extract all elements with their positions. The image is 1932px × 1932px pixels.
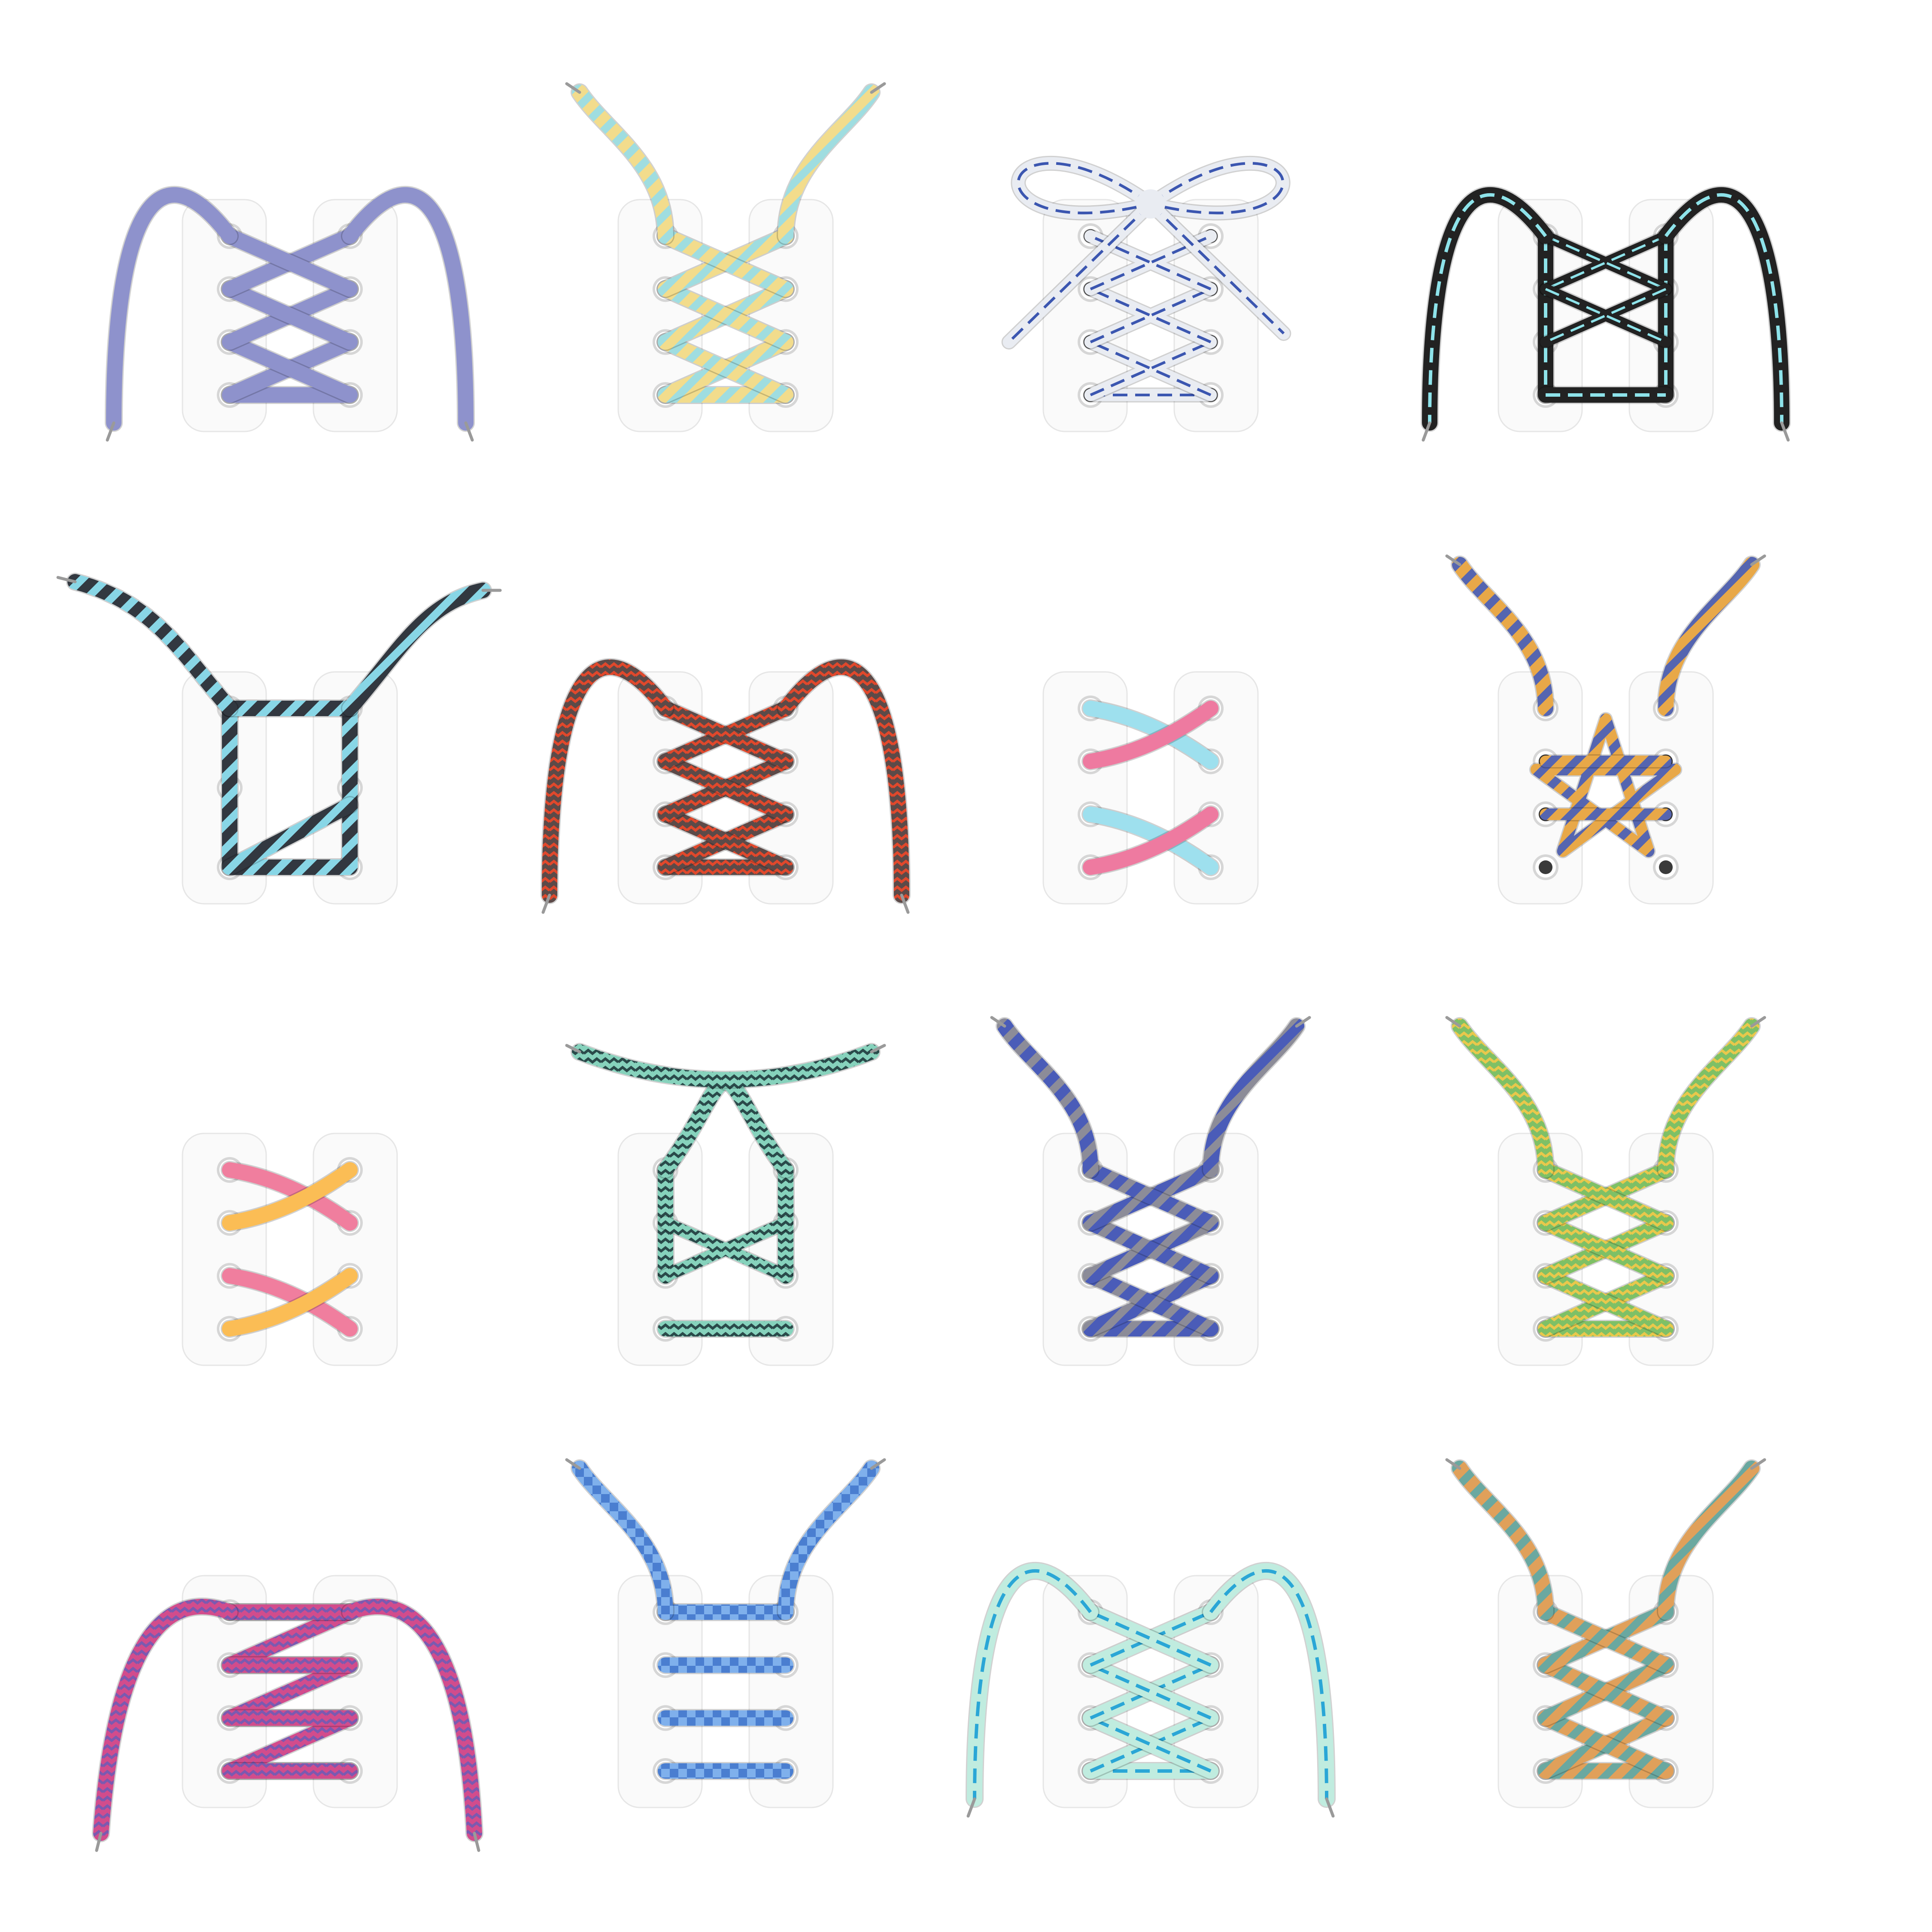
lace-ends (1445, 1016, 1766, 1179)
eyelet-strip-left (182, 199, 267, 432)
knot (1136, 189, 1165, 219)
eyelet-strip-right (1173, 671, 1259, 905)
lace (1081, 1161, 1220, 1338)
lacing-two-tone-twist (182, 1133, 398, 1366)
lace (1537, 227, 1675, 404)
lace (221, 1161, 359, 1338)
lace (221, 1603, 359, 1780)
lace (1083, 228, 1218, 403)
eyelet-strip-left (617, 671, 703, 905)
lacing-double-cross-loops (541, 658, 911, 914)
lace-ends (56, 573, 502, 717)
lacing-box-lacing (56, 573, 502, 905)
lace (656, 1603, 795, 1780)
lace (1529, 712, 1683, 858)
eyelet-strip-left (1042, 1575, 1128, 1808)
eyelet (1653, 854, 1679, 880)
lacing-hidden-knot (565, 1043, 886, 1366)
lacing-straight-bar-loops (1421, 185, 1791, 442)
lace-ends (966, 1561, 1336, 1818)
eyelet-strip-left (182, 1575, 267, 1808)
lacing-criss-cross-loops (105, 185, 475, 442)
lace (656, 1161, 795, 1338)
lacing-lattice-up (990, 1016, 1311, 1366)
lacing-zigzag-brown (1445, 1458, 1766, 1808)
lace-ends (565, 1043, 886, 1179)
eyelet-strip-right (313, 1575, 398, 1808)
lacing-zigzag-green (1445, 1016, 1766, 1366)
lace (656, 699, 795, 876)
eyelet-strip-right (313, 199, 398, 432)
lace (221, 699, 359, 876)
lacing-star-lacing (1445, 554, 1766, 905)
lace-ends (1445, 1458, 1766, 1621)
eyelet (1533, 854, 1558, 880)
lacing-twin-twist (1042, 671, 1259, 905)
lace (1081, 1603, 1220, 1780)
lace-ends (1445, 554, 1766, 717)
lace-ends (990, 1016, 1311, 1179)
lace (221, 227, 359, 404)
lacing-bow-knot (1001, 155, 1291, 432)
lace (1537, 1161, 1675, 1338)
lace-ends (1421, 185, 1791, 442)
lace-ends (92, 1598, 483, 1852)
eyelet-strip-left (182, 1133, 267, 1366)
lace-ends (565, 1458, 886, 1621)
lacing-cross-loops-mint (966, 1561, 1336, 1818)
lace-ends (541, 658, 911, 914)
lacing-lightning-loops (92, 1575, 483, 1852)
lace (656, 227, 795, 404)
lace (1081, 699, 1220, 876)
lacing-ladder-cross-up (565, 82, 886, 432)
eyelet-strip-right (748, 671, 834, 905)
eyelet-strip-right (1173, 1575, 1259, 1808)
eyelet-strip-right (313, 1133, 398, 1366)
lacing-bar-lacing (565, 1458, 886, 1808)
lace (1537, 1603, 1675, 1780)
lace-ends (105, 185, 475, 442)
lace-ends (565, 82, 886, 245)
lace-ends (1001, 155, 1291, 350)
eyelet-strip-left (1042, 671, 1128, 905)
